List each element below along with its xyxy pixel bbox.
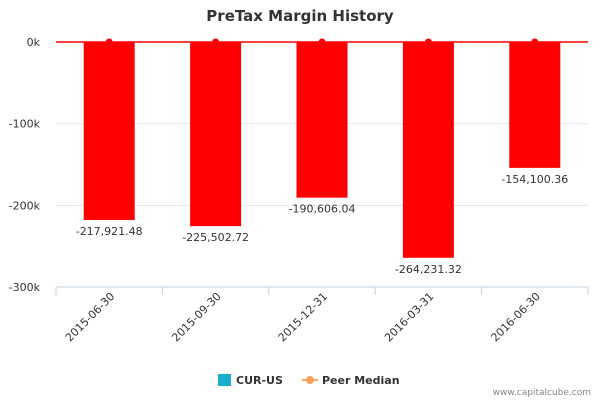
legend-swatch-cur-us [218, 374, 231, 386]
bars [83, 42, 561, 258]
bar-2016-03-31[interactable] [402, 42, 454, 258]
x-tick-label: 2015-12-31 [276, 290, 330, 344]
bar-2015-09-30[interactable] [190, 42, 242, 227]
x-tick-label: 2016-03-31 [382, 290, 436, 344]
data-label: -217,921.48 [76, 225, 143, 238]
bar-2015-12-31[interactable] [296, 42, 348, 198]
bar-2016-06-30[interactable] [509, 42, 561, 168]
legend-label-cur-us: CUR-US [236, 374, 283, 387]
peer-median-point[interactable] [212, 38, 220, 46]
peer-median-line [56, 38, 588, 46]
data-labels: -217,921.48 -225,502.72 -190,606.04 -264,23… [76, 173, 569, 276]
y-tick-label: 0k [27, 36, 41, 49]
peer-median-point[interactable] [318, 38, 326, 46]
legend-marker-peer-median [306, 376, 314, 384]
data-label: -190,606.04 [289, 203, 356, 216]
y-axis: 0k -100k -200k -300k [9, 36, 41, 294]
data-label: -154,100.36 [501, 173, 568, 186]
x-tick-label: 2016-06-30 [489, 290, 543, 344]
x-tick-label: 2015-06-30 [63, 290, 117, 344]
y-tick-label: -200k [9, 199, 41, 212]
peer-median-point[interactable] [105, 38, 113, 46]
peer-median-point[interactable] [531, 38, 539, 46]
chart-title: PreTax Margin History [206, 7, 394, 25]
data-label: -225,502.72 [182, 231, 249, 244]
legend-item-cur-us[interactable]: CUR-US [218, 374, 283, 387]
bar-2015-06-30[interactable] [83, 42, 135, 220]
x-axis: 2015-06-30 2015-09-30 2015-12-31 2016-03-31… [55, 286, 589, 344]
y-tick-label: -100k [9, 118, 41, 131]
y-tick-label: -300k [9, 281, 41, 294]
legend-item-peer-median[interactable]: Peer Median [302, 374, 400, 387]
watermark: www.capitalcube.com [493, 388, 591, 398]
x-tick-label: 2015-09-30 [169, 290, 223, 344]
peer-median-point[interactable] [424, 38, 432, 46]
legend-label-peer-median: Peer Median [322, 374, 400, 387]
legend: CUR-US Peer Median [218, 374, 400, 387]
data-label: -264,231.32 [395, 263, 462, 276]
